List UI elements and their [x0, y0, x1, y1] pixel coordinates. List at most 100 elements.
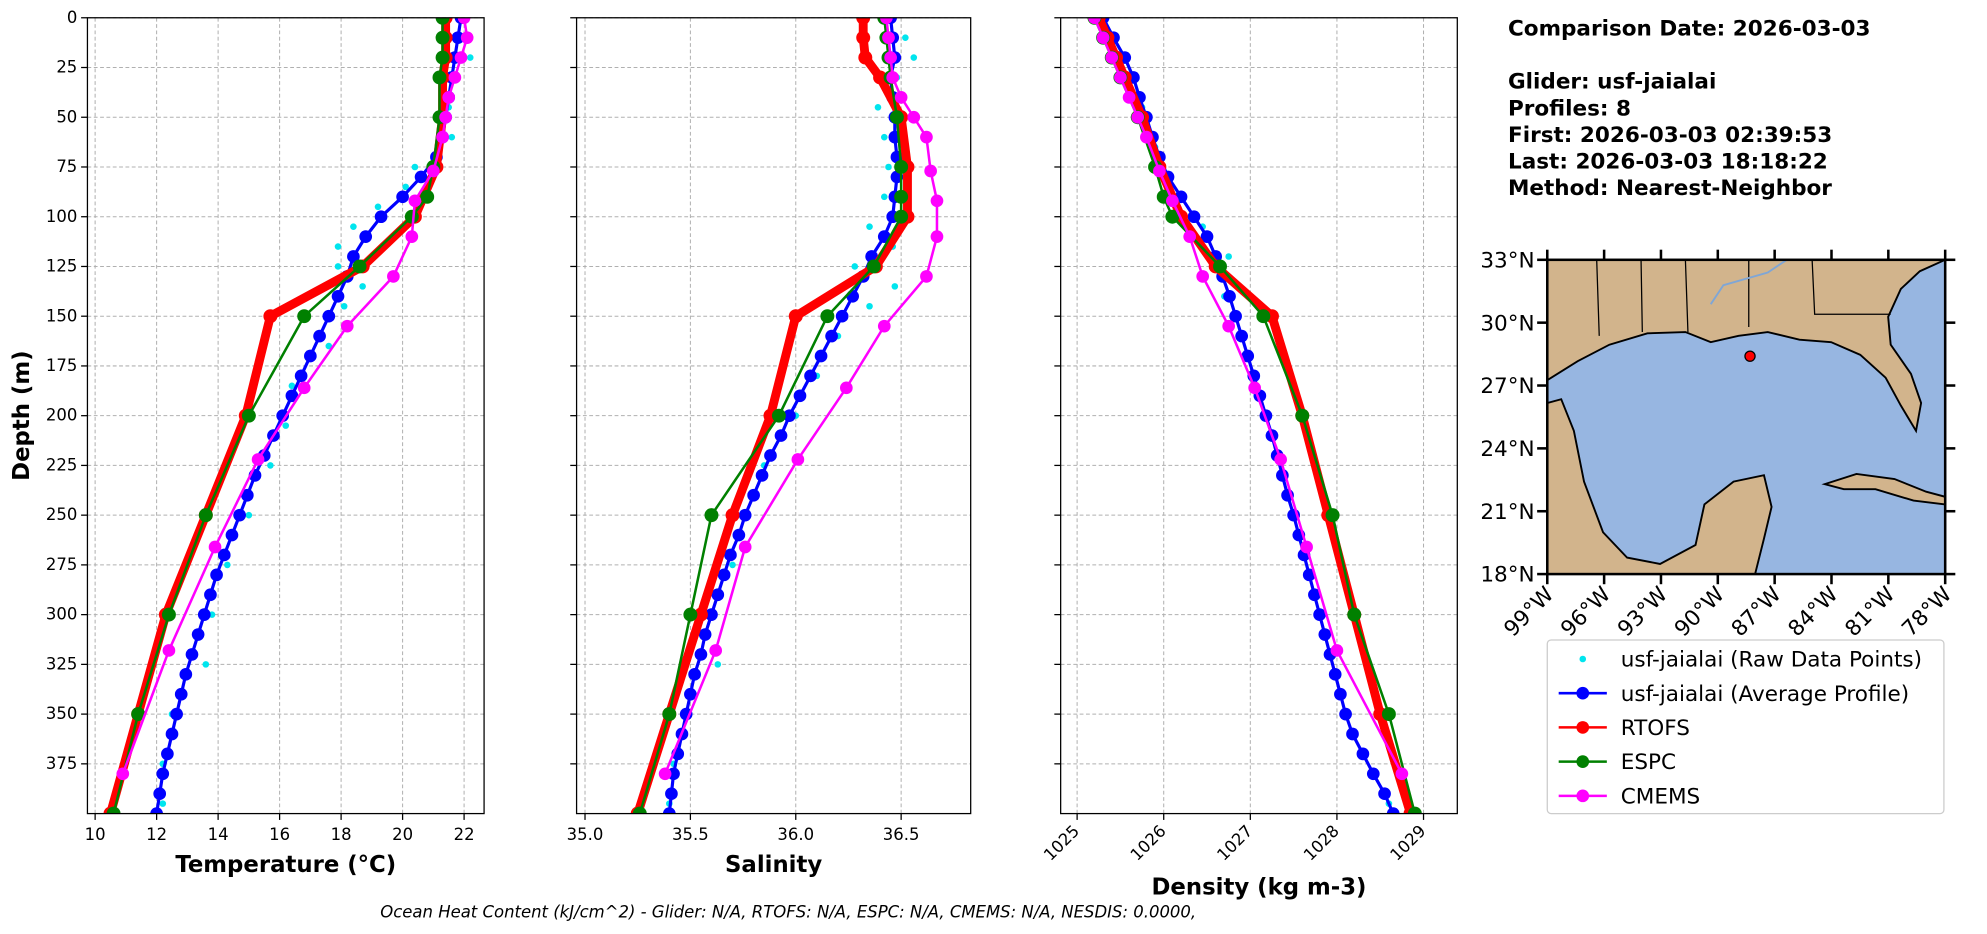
axes-frame	[575, 17, 972, 815]
gulf-water	[1546, 258, 1947, 576]
borders	[1596, 259, 1891, 336]
info-line: Glider: usf-jaialai	[1508, 70, 1716, 95]
map-lon-label: 96°W	[1556, 582, 1616, 642]
map-lon-label: 78°W	[1897, 582, 1957, 642]
profile-marker	[658, 767, 672, 781]
x-tick-label: 35.5	[672, 825, 709, 844]
raw-point	[325, 342, 333, 350]
map-lat-label: 21°N	[1480, 500, 1534, 525]
profile-marker	[297, 309, 312, 324]
profile-marker	[1165, 209, 1180, 224]
profile-marker	[825, 329, 838, 343]
profile-marker	[1339, 707, 1352, 721]
profile-marker	[161, 607, 176, 622]
profile-marker	[684, 687, 697, 701]
profile-marker	[907, 110, 921, 124]
x-tick-label: 22	[454, 825, 475, 844]
profile-marker	[1295, 408, 1310, 423]
river	[1709, 259, 1788, 305]
profile-marker	[725, 508, 740, 523]
footer: Ocean Heat Content (kJ/cm^2) - Glider: N…	[380, 902, 1196, 921]
map-lat-label: 30°N	[1480, 311, 1534, 336]
raw-point	[866, 223, 873, 230]
legend-marker	[1576, 721, 1590, 734]
profile-marker	[233, 508, 246, 522]
glider-marker	[1744, 350, 1756, 362]
profile-marker	[1096, 31, 1110, 45]
x-axis-label: Salinity	[725, 852, 822, 878]
profile-marker	[1213, 259, 1227, 274]
profile-marker	[1386, 807, 1400, 814]
profile-marker	[285, 389, 299, 403]
raw-point	[224, 561, 231, 569]
data-area	[103, 17, 474, 814]
map-lon-label: 99°W	[1499, 582, 1559, 642]
info-line: Profiles: 8	[1508, 96, 1631, 121]
profile-marker	[662, 707, 677, 722]
x-axis-label: Density (kg m-3)	[1151, 875, 1366, 901]
profile-marker	[880, 17, 893, 25]
profile-marker	[442, 91, 456, 104]
legend-marker	[1576, 686, 1590, 700]
profile-marker	[217, 548, 231, 562]
profile-marker	[1347, 607, 1362, 622]
raw-point	[340, 302, 348, 310]
profile-marker	[322, 309, 336, 323]
raw-point	[910, 54, 918, 61]
profile-marker	[840, 381, 853, 395]
raw-point	[288, 382, 296, 390]
raw-point	[885, 163, 892, 171]
profile-marker	[414, 170, 428, 184]
legend-marker	[1576, 755, 1590, 768]
profile-marker	[1330, 644, 1344, 657]
profile-marker	[1241, 349, 1255, 363]
raw-point	[350, 223, 357, 230]
profile-marker	[873, 70, 888, 85]
profile-marker	[814, 349, 828, 363]
profile-marker	[894, 91, 908, 104]
panel: 35.0 35.5 36.0 36.5 Salinity	[567, 17, 972, 878]
legend-label: ESPC	[1621, 750, 1676, 775]
map-lat-label: 27°N	[1480, 374, 1534, 399]
profile-marker	[820, 309, 835, 324]
y-tick-label: 375	[46, 754, 77, 773]
info-line: Last: 2026-03-03 18:18:22	[1508, 150, 1828, 175]
profile-marker	[924, 164, 937, 178]
axes-frame	[1060, 17, 1458, 815]
panel: 1025 1026 1027 1028 1029 Density (kg m-3)	[1040, 17, 1458, 901]
profile-marker	[709, 644, 723, 657]
profile-marker	[204, 588, 217, 602]
profile-marker	[263, 309, 278, 324]
profile-marker	[374, 210, 388, 224]
profile-marker	[174, 687, 188, 701]
profile-marker	[1313, 608, 1326, 621]
profile-marker	[457, 17, 471, 25]
profile-marker	[1378, 787, 1391, 801]
profile-marker	[1381, 707, 1396, 722]
raw-point	[411, 163, 419, 171]
profile-marker	[747, 488, 760, 502]
profile-marker	[460, 31, 474, 45]
legend-marker	[1576, 789, 1590, 803]
profile-marker	[116, 767, 130, 781]
profile-marker	[1105, 51, 1119, 64]
profile-marker	[894, 189, 909, 204]
profile-marker	[856, 17, 871, 25]
profile-marker	[764, 449, 777, 462]
profile-marker	[1200, 230, 1214, 243]
profile-marker	[170, 707, 183, 721]
x-tick-label: 18	[331, 825, 352, 844]
x-tick-label: 14	[208, 825, 229, 844]
x-axis-label: Temperature (°C)	[175, 852, 396, 878]
profile-marker	[435, 17, 450, 25]
profile-marker	[665, 787, 678, 801]
profile-marker	[1166, 194, 1179, 208]
profile-marker	[1187, 210, 1201, 224]
profile-marker	[724, 548, 737, 562]
map-lat-label: 24°N	[1480, 437, 1534, 462]
y-tick-label: 350	[46, 704, 77, 723]
raw-point	[891, 283, 899, 290]
raw-point	[334, 263, 342, 270]
raw-point	[714, 661, 722, 668]
profile-marker	[297, 381, 311, 395]
